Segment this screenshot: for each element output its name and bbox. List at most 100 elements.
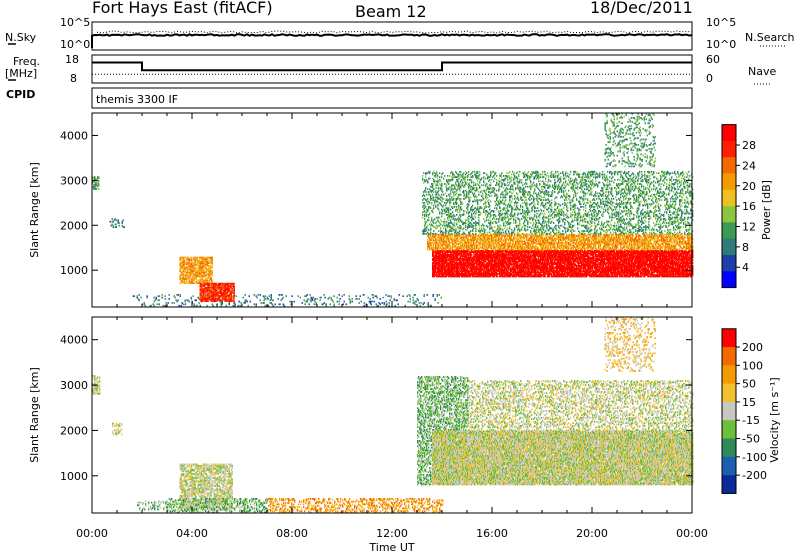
data-cell xyxy=(98,180,99,182)
data-cell xyxy=(116,224,117,226)
data-cell xyxy=(420,305,421,307)
data-cell xyxy=(309,303,310,305)
data-cell xyxy=(258,294,259,296)
data-cell xyxy=(386,301,387,303)
data-cell xyxy=(405,305,406,307)
data-cell xyxy=(373,294,374,296)
data-cell xyxy=(257,297,258,299)
data-cell xyxy=(329,297,330,299)
data-cell xyxy=(178,299,179,301)
data-cell xyxy=(273,305,274,307)
data-cell xyxy=(254,303,255,305)
data-cell xyxy=(284,305,285,307)
data-cell xyxy=(334,295,335,297)
data-cell xyxy=(305,303,306,305)
data-cell xyxy=(352,301,353,303)
data-cell xyxy=(168,302,169,304)
data-cell xyxy=(243,297,244,299)
beam-title: Beam 12 xyxy=(355,2,427,21)
data-cell xyxy=(159,295,160,297)
nsky-tick-top: 10^5 xyxy=(60,16,90,29)
data-cell xyxy=(178,294,179,296)
data-cell xyxy=(403,295,404,297)
data-cell xyxy=(471,254,472,256)
data-cell xyxy=(196,299,197,301)
data-cell xyxy=(279,294,280,296)
data-cell xyxy=(424,302,425,304)
data-cell xyxy=(320,299,321,301)
data-cell xyxy=(119,222,120,224)
data-cell xyxy=(268,305,269,307)
data-cell xyxy=(194,303,195,305)
data-cell xyxy=(545,276,546,278)
data-cell xyxy=(261,302,262,304)
data-cell xyxy=(416,301,417,303)
data-cell xyxy=(181,305,182,307)
nave-tick-top: 60 xyxy=(706,53,720,66)
data-cell xyxy=(179,305,180,307)
data-cell xyxy=(410,298,411,300)
data-cell xyxy=(275,303,276,305)
data-cell xyxy=(340,298,341,300)
data-cell xyxy=(380,303,381,305)
data-cell xyxy=(191,257,192,259)
data-cell xyxy=(361,301,362,303)
data-cell xyxy=(313,297,314,299)
cpid-strip: themis 3300 IF xyxy=(92,88,692,108)
data-cell xyxy=(119,225,120,227)
data-cell xyxy=(333,301,334,303)
data-cell xyxy=(185,303,186,305)
data-cell xyxy=(304,299,305,301)
data-cell xyxy=(250,301,251,303)
data-cell xyxy=(344,294,345,296)
data-cell xyxy=(357,298,358,300)
data-cell xyxy=(292,295,293,297)
data-cell xyxy=(321,297,322,299)
data-cell xyxy=(342,295,343,297)
data-cell xyxy=(166,302,167,304)
data-cell xyxy=(441,297,442,299)
data-cell xyxy=(194,282,195,284)
data-cell xyxy=(110,221,111,223)
data-cell xyxy=(316,302,317,304)
data-cell xyxy=(386,294,387,296)
data-cell xyxy=(418,299,419,301)
data-cell xyxy=(394,298,395,300)
data-cell xyxy=(302,302,303,304)
data-cell xyxy=(389,302,390,304)
data-cell xyxy=(378,305,379,307)
data-cell xyxy=(134,295,135,297)
nsearch-label: N.Search xyxy=(745,31,795,44)
data-cell xyxy=(398,303,399,305)
data-cell xyxy=(174,302,175,304)
data-cell xyxy=(234,300,235,302)
data-cell xyxy=(141,297,142,299)
data-cell xyxy=(280,303,281,305)
freq-tick-top: 18 xyxy=(65,53,79,66)
data-cell xyxy=(278,298,279,300)
freq-frame xyxy=(92,55,692,83)
data-cell xyxy=(199,302,200,304)
cpid-frame xyxy=(92,88,692,108)
data-cell xyxy=(98,188,99,190)
data-cell xyxy=(162,294,163,296)
data-cell xyxy=(260,299,261,301)
nsky-panel: N.Sky 10^5 10^0 10^5 10^0 N.Search xyxy=(5,16,795,51)
data-cell xyxy=(374,301,375,303)
nave-tick-bottom: 0 xyxy=(706,72,713,85)
data-cell xyxy=(235,303,236,305)
data-cell xyxy=(349,295,350,297)
freq-label-line2: [MHz] xyxy=(5,67,37,80)
data-cell xyxy=(260,294,261,296)
data-cell xyxy=(415,303,416,305)
data-cell xyxy=(212,270,213,272)
nave-label: Nave xyxy=(748,65,776,78)
data-cell xyxy=(283,297,284,299)
data-cell xyxy=(387,303,388,305)
data-cell xyxy=(356,295,357,297)
data-cell xyxy=(384,302,385,304)
data-cell xyxy=(154,305,155,307)
data-cell xyxy=(145,305,146,307)
data-cell xyxy=(248,305,249,307)
